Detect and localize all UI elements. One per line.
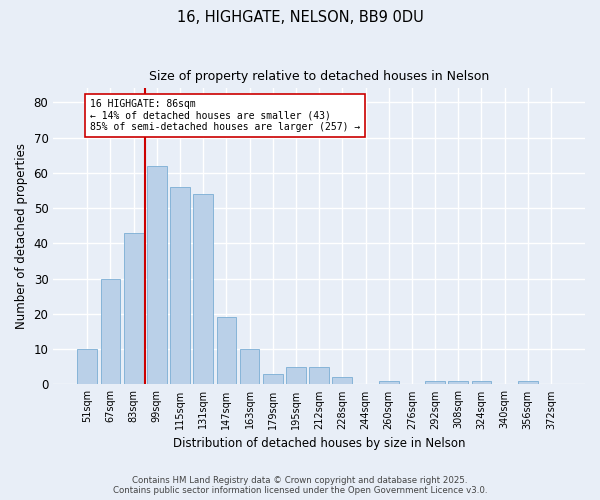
Bar	[217, 318, 236, 384]
Bar	[332, 378, 352, 384]
Bar	[379, 381, 398, 384]
Bar	[448, 381, 468, 384]
Text: Contains HM Land Registry data © Crown copyright and database right 2025.
Contai: Contains HM Land Registry data © Crown c…	[113, 476, 487, 495]
Bar	[425, 381, 445, 384]
Bar	[240, 349, 259, 384]
Bar	[263, 374, 283, 384]
Bar	[101, 278, 121, 384]
Bar	[77, 349, 97, 384]
Bar	[124, 233, 143, 384]
Text: 16 HIGHGATE: 86sqm
← 14% of detached houses are smaller (43)
85% of semi-detache: 16 HIGHGATE: 86sqm ← 14% of detached hou…	[89, 99, 360, 132]
Y-axis label: Number of detached properties: Number of detached properties	[15, 144, 28, 330]
Bar	[193, 194, 213, 384]
Text: 16, HIGHGATE, NELSON, BB9 0DU: 16, HIGHGATE, NELSON, BB9 0DU	[176, 10, 424, 25]
Bar	[170, 187, 190, 384]
Bar	[518, 381, 538, 384]
Bar	[286, 367, 306, 384]
Bar	[472, 381, 491, 384]
X-axis label: Distribution of detached houses by size in Nelson: Distribution of detached houses by size …	[173, 437, 466, 450]
Bar	[309, 367, 329, 384]
Title: Size of property relative to detached houses in Nelson: Size of property relative to detached ho…	[149, 70, 489, 83]
Bar	[147, 166, 167, 384]
